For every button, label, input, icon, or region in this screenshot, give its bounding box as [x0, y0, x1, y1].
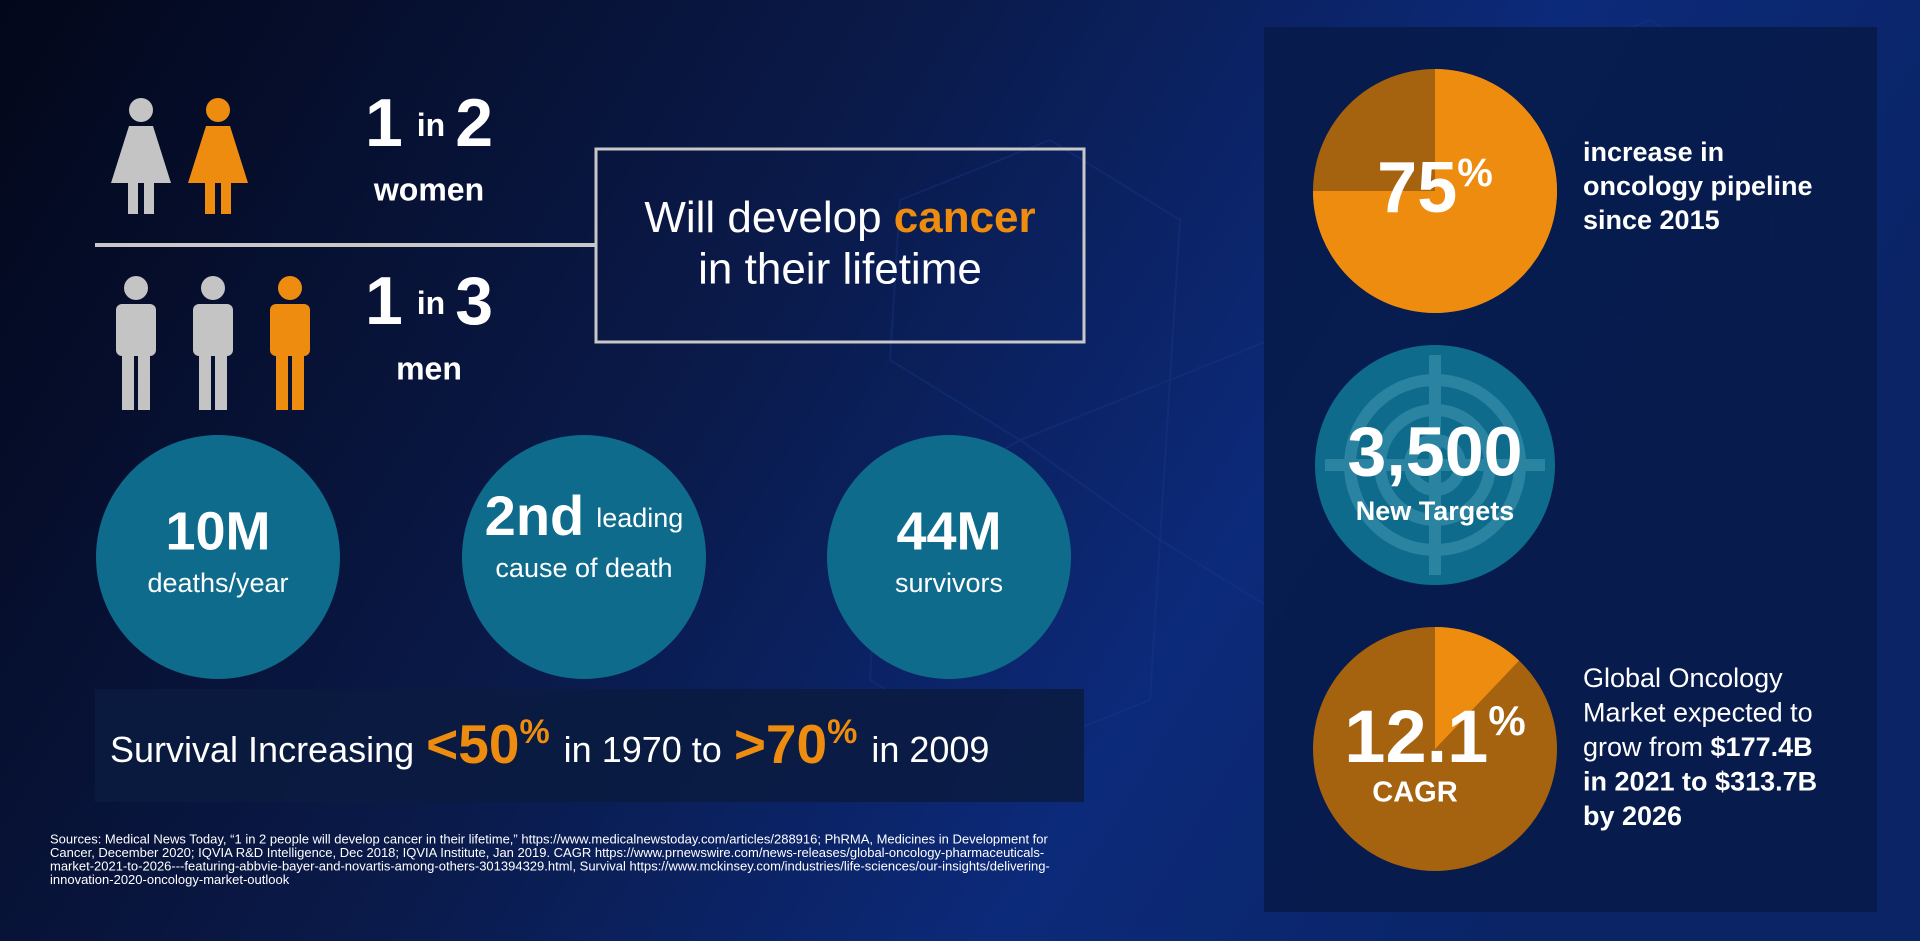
- icon-body: [188, 126, 248, 183]
- text-part: by 2026: [1583, 801, 1682, 831]
- icon-leg: [144, 182, 154, 214]
- statement-line: in their lifetime: [698, 245, 982, 294]
- text-part: 2nd: [485, 484, 585, 547]
- female-icon: [188, 98, 248, 214]
- target-icon: [1325, 355, 1545, 575]
- stat-value: 2nd leading: [485, 484, 684, 547]
- text-part: %: [1457, 151, 1493, 195]
- text-part: in 2009: [871, 729, 989, 770]
- text-part: in: [417, 285, 445, 321]
- stat-caption: cause of death: [495, 553, 672, 583]
- source-line: Cancer, December 2020; IQVIA R&D Intelli…: [50, 845, 1044, 860]
- source-line: innovation-2020-oncology-market-outlook: [50, 872, 290, 887]
- stat-value: 44M: [896, 501, 1001, 561]
- source-line: Sources: Medical News Today, “1 in 2 peo…: [50, 831, 1049, 846]
- icon-head: [129, 98, 153, 122]
- male-icon: [193, 276, 233, 410]
- statement-line: Will develop cancer: [644, 193, 1035, 242]
- icon-head: [206, 98, 230, 122]
- men-label: men: [396, 350, 462, 386]
- ratio-women: 1 in 2: [365, 85, 493, 161]
- targets-value: 3,500: [1347, 412, 1522, 490]
- stat-caption: survivors: [895, 568, 1003, 598]
- text-part: 1: [365, 85, 403, 161]
- pipeline-text: since 2015: [1583, 205, 1720, 235]
- male-icon: [270, 276, 310, 410]
- text-part: %: [519, 713, 549, 751]
- icon-body: [111, 126, 171, 183]
- survival-text: Survival Increasing <50% in 1970 to >70% in …: [110, 713, 989, 775]
- icon-leg: [122, 354, 134, 410]
- text-part: in 2021 to $313.7B: [1583, 767, 1817, 797]
- ratio-men: 1 in 3: [365, 263, 493, 339]
- text-part: 3: [455, 263, 493, 339]
- text-part: %: [1488, 697, 1525, 744]
- text-part: cancer: [894, 193, 1036, 242]
- text-part: $177.4B: [1711, 732, 1813, 762]
- source-line: market-2021-to-2026---featuring-abbvie-b…: [50, 858, 1050, 873]
- text-part: 12.1: [1344, 695, 1488, 778]
- statement-box: [594, 147, 1086, 344]
- pipeline-value: 75%: [1377, 148, 1493, 228]
- text-part: Global Oncology: [1583, 663, 1783, 693]
- market-text: Global Oncology: [1583, 663, 1783, 693]
- male-icon: [116, 276, 156, 410]
- icon-leg: [205, 182, 215, 214]
- icon-leg: [276, 354, 288, 410]
- text-part: <50: [426, 713, 519, 775]
- market-caption: CAGR: [1372, 777, 1457, 809]
- icon-leg: [138, 354, 150, 410]
- women-label: women: [373, 171, 484, 207]
- market-text: Market expected to: [1583, 698, 1813, 728]
- targets-caption: New Targets: [1356, 496, 1515, 526]
- icon-body: [116, 304, 156, 356]
- icon-body: [193, 304, 233, 356]
- stat-caption: deaths/year: [147, 568, 288, 598]
- text-part: 2: [455, 85, 493, 161]
- pipeline-text: increase in: [1583, 137, 1724, 167]
- icon-head: [278, 276, 302, 300]
- market-text: in 2021 to $313.7B: [1583, 767, 1817, 797]
- icon-head: [201, 276, 225, 300]
- pipeline-text: oncology pipeline: [1583, 171, 1813, 201]
- text-part: Survival Increasing: [110, 729, 414, 770]
- female-icon: [111, 98, 171, 214]
- market-text: by 2026: [1583, 801, 1682, 831]
- text-part: %: [827, 713, 857, 751]
- market-value: 12.1%: [1344, 695, 1525, 778]
- icon-leg: [128, 182, 138, 214]
- text-part: Will develop: [644, 193, 893, 242]
- text-part: in 1970 to: [564, 729, 722, 770]
- icon-leg: [292, 354, 304, 410]
- market-text: grow from $177.4B: [1583, 732, 1813, 762]
- stat-circle: [827, 435, 1071, 679]
- text-part: grow from: [1583, 732, 1711, 762]
- text-part: leading: [596, 503, 683, 533]
- survival-bar: [95, 689, 1084, 802]
- icon-leg: [221, 182, 231, 214]
- text-part: 1: [365, 263, 403, 339]
- text-part: in: [417, 107, 445, 143]
- stat-circle: [96, 435, 340, 679]
- stat-circle: [462, 435, 706, 679]
- icon-head: [124, 276, 148, 300]
- stat-value: 10M: [165, 501, 270, 561]
- icon-leg: [215, 354, 227, 410]
- text-part: >70: [734, 713, 827, 775]
- icon-body: [270, 304, 310, 356]
- pie-slice: [1435, 627, 1520, 749]
- text-part: Market expected to: [1583, 698, 1813, 728]
- pie-slice: [1313, 69, 1557, 313]
- text-part: 75: [1377, 148, 1457, 228]
- icon-leg: [199, 354, 211, 410]
